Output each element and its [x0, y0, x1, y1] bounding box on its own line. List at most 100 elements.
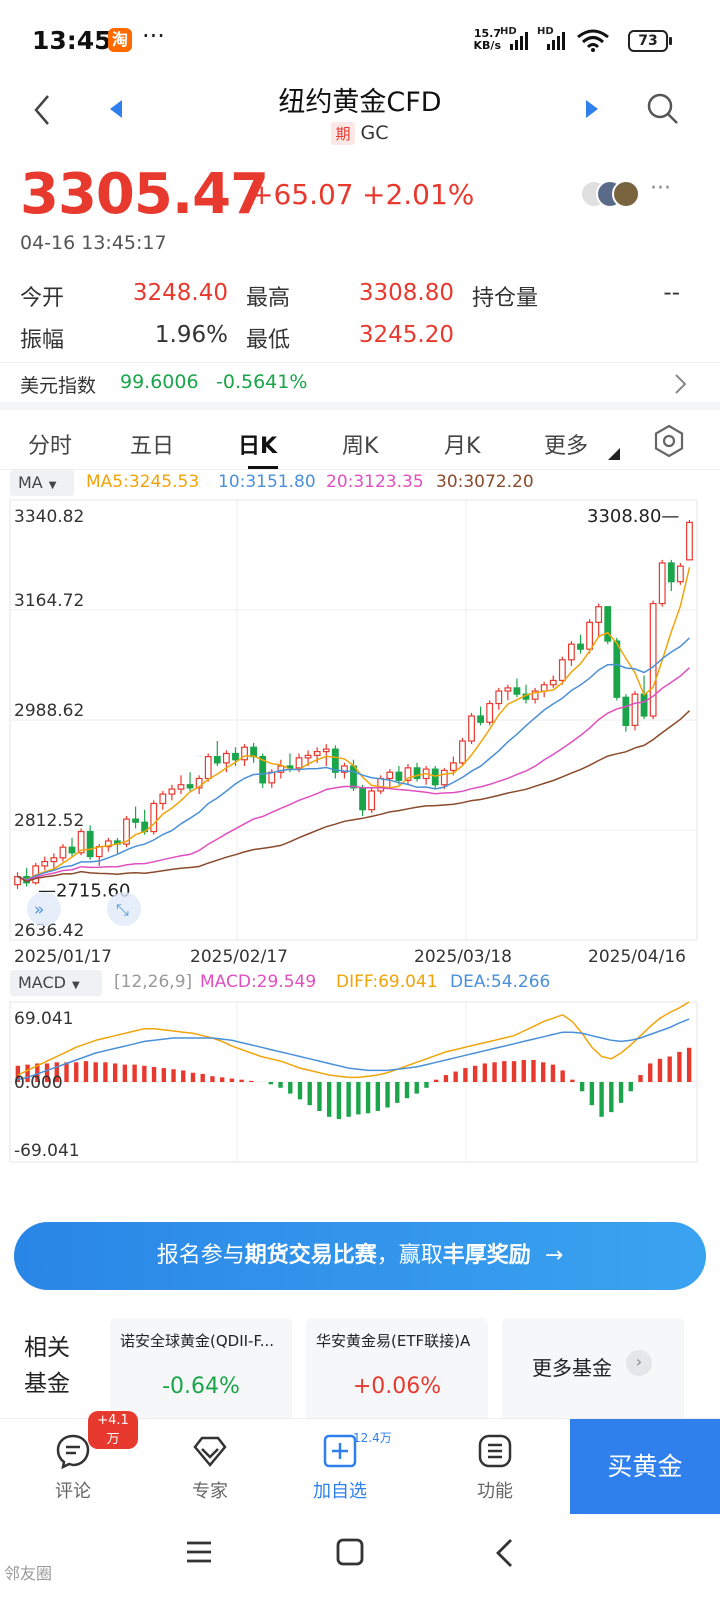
macd-y-label: 0.000 — [14, 1073, 63, 1093]
ma5-line — [17, 567, 691, 881]
contest-banner[interactable]: 报名参与期货交易比赛，赢取丰厚奖励 → — [14, 1222, 706, 1290]
candle — [640, 693, 648, 717]
fund-card[interactable]: 诺安全球黄金(QDII-F... -0.64% — [110, 1318, 292, 1428]
candle — [232, 752, 239, 761]
comment-icon — [56, 1434, 90, 1469]
macd-selector-label: MACD — [18, 973, 66, 992]
tab-more[interactable]: 更多 — [544, 434, 589, 459]
comment-badge: +4.1万 — [88, 1411, 138, 1449]
kline-chart[interactable]: 3340.82 3164.72 2988.62 2812.52 2636.42 3308.… — [0, 470, 720, 1190]
fund-card[interactable]: 华安黄金易(ETF联接)A +0.06% — [306, 1318, 488, 1428]
buy-gold-button[interactable]: 买黄金 — [570, 1419, 720, 1515]
macd-value: MACD:29.549 — [200, 972, 317, 992]
x-axis-label: 2025/01/17 — [14, 947, 112, 967]
battery-tip — [669, 37, 672, 45]
nav-functions[interactable]: 功能 — [430, 1419, 560, 1515]
instrument-code-text: GC — [360, 122, 389, 144]
tab-weekly-k[interactable]: 周K — [342, 434, 379, 459]
ma-selector[interactable]: MA ▼ — [10, 470, 74, 496]
status-time: 13:45 — [32, 26, 112, 55]
fund-name: 诺安全球黄金(QDII-F... — [120, 1332, 274, 1350]
fullscreen-glyph: ⤡ — [116, 900, 129, 919]
open-interest-value: -- — [663, 280, 680, 306]
more-icon[interactable]: ··· — [650, 176, 671, 201]
candle — [413, 767, 421, 780]
amplitude-value: 1.96% — [154, 322, 228, 348]
candle — [495, 690, 503, 705]
add-watchlist-icon — [323, 1434, 357, 1468]
macd-params: [12,26,9] — [114, 972, 193, 992]
recent-apps-icon[interactable] — [186, 1540, 212, 1564]
active-tab-indicator — [248, 466, 278, 469]
nav-add-watchlist[interactable]: 12.4万 加自选 — [275, 1419, 405, 1515]
prev-instrument-icon[interactable] — [108, 98, 124, 120]
candle — [558, 659, 566, 682]
usd-index-row[interactable]: 美元指数 99.6006 -0.5641% — [0, 362, 720, 410]
candle — [259, 756, 267, 784]
hd-label-2: HD — [537, 26, 554, 37]
tab-daily-k[interactable]: 日K — [238, 434, 278, 459]
diff-value: DIFF:69.041 — [336, 972, 438, 992]
high-value: 3308.80 — [358, 280, 454, 306]
candle — [459, 740, 466, 764]
nav-expert[interactable]: 专家 — [145, 1419, 275, 1515]
fund-change: -0.64% — [162, 1374, 240, 1399]
candle — [577, 643, 584, 650]
candle — [658, 562, 666, 605]
y-axis-label: 3340.82 — [14, 507, 84, 527]
candle — [331, 748, 339, 773]
tab-monthly-k[interactable]: 月K — [444, 434, 481, 459]
macd-selector[interactable]: MACD ▼ — [10, 970, 102, 996]
user-avatars[interactable] — [580, 180, 650, 210]
more-funds-card[interactable]: 更多基金 › — [502, 1318, 684, 1428]
candle — [250, 746, 258, 758]
price-change: +65.07 — [250, 178, 354, 211]
taobao-notification-icon: 淘 — [108, 28, 132, 52]
search-icon[interactable] — [646, 92, 680, 126]
candle — [322, 748, 330, 753]
high-label: 最高 — [246, 286, 291, 311]
candle — [177, 784, 185, 790]
candle — [304, 754, 312, 759]
candle — [586, 621, 593, 650]
system-nav-bar: 邻友圈 — [0, 1514, 720, 1600]
candle — [531, 690, 539, 700]
candle — [649, 602, 657, 717]
chart-settings-icon[interactable] — [652, 424, 686, 458]
candle — [404, 767, 412, 781]
y-axis-label: 2812.52 — [14, 811, 84, 831]
x-axis-label: 2025/02/17 — [190, 947, 288, 967]
network-speed: 15.7 KB/s — [467, 28, 501, 52]
candle — [204, 756, 212, 780]
low-value: 3245.20 — [358, 322, 454, 348]
ma20-line — [17, 667, 691, 882]
candle — [104, 840, 112, 848]
diff-line — [17, 1001, 690, 1079]
low-label: 最低 — [246, 328, 291, 353]
open-interest-label: 持仓量 — [472, 286, 539, 311]
candle — [222, 752, 230, 764]
period-tabs: 分时 五日 日K 周K 月K 更多 — [0, 418, 720, 470]
banner-middle: ，赢取 — [376, 1243, 443, 1268]
min-price-marker: —2715.60 — [38, 881, 130, 902]
candle — [268, 771, 276, 784]
y-axis-label: 3164.72 — [14, 591, 84, 611]
ma20-value: 20:3123.35 — [326, 472, 424, 492]
ma10-line — [17, 637, 691, 881]
nav-comment[interactable]: +4.1万 评论 — [8, 1411, 138, 1515]
dea-line — [17, 1018, 690, 1081]
candle — [440, 769, 448, 786]
next-instrument-icon[interactable] — [584, 98, 600, 120]
funds-section-label: 相关基金 — [24, 1335, 70, 1397]
home-icon[interactable] — [336, 1538, 364, 1566]
tab-five-day[interactable]: 五日 — [130, 434, 175, 459]
back-arrow-icon[interactable] — [32, 94, 52, 126]
diamond-icon — [193, 1436, 227, 1467]
candle — [377, 777, 385, 792]
candle — [676, 565, 684, 583]
fund-name: 华安黄金易(ETF联接)A — [316, 1332, 471, 1350]
candle — [631, 693, 639, 726]
back-icon[interactable] — [494, 1538, 514, 1568]
open-label: 今开 — [20, 286, 65, 311]
tab-intraday[interactable]: 分时 — [28, 434, 73, 459]
